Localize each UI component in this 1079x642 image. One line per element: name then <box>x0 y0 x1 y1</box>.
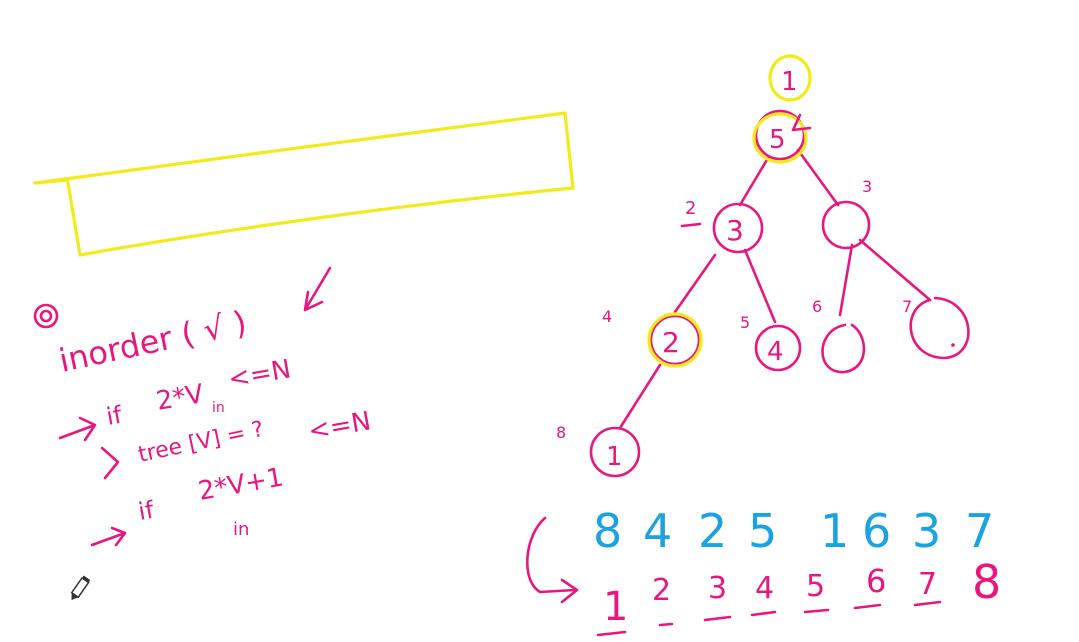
line1-in: in <box>212 400 225 416</box>
svg-text:4: 4 <box>767 337 784 367</box>
seq-bottom-2: 3 <box>708 571 727 606</box>
tree-index-3: 3 <box>862 177 872 196</box>
seq-top-0: 8 <box>593 504 622 558</box>
seq-top-1: 4 <box>643 504 672 558</box>
edge-3-7 <box>858 238 932 302</box>
tree-node-3[interactable] <box>821 200 871 250</box>
tree-index-2: 2 <box>685 198 696 219</box>
line1-expr: 2*V <box>154 379 206 417</box>
circled-one-icon <box>33 303 59 329</box>
seq-top-5: 6 <box>862 504 891 558</box>
tree-index-8: 8 <box>556 423 566 442</box>
seq-bottom-4: 5 <box>806 569 825 604</box>
tree-node-4[interactable]: 2 <box>647 312 703 368</box>
binary-tree: 1 5 3 3 2 <box>556 54 970 478</box>
tree-node-8[interactable]: 1 <box>589 426 641 478</box>
line3-expr: 2*V+1 <box>196 462 286 506</box>
tree-index-5: 5 <box>740 313 750 332</box>
line3-cmp: <=N <box>306 406 373 446</box>
line3-if: if <box>136 496 156 526</box>
chevron-right-icon <box>100 446 120 480</box>
index-sequence: 1 2 3 4 5 6 7 8 <box>596 555 1001 637</box>
line3-in: in <box>233 519 249 540</box>
seq-bottom-6: 7 <box>918 567 937 602</box>
edge-2-5 <box>743 248 777 324</box>
svg-text:5: 5 <box>769 125 786 155</box>
seq-bottom-1: 2 <box>652 573 671 608</box>
seq-bottom-5: 6 <box>866 562 886 600</box>
line1-if: if <box>104 401 124 431</box>
seq-top-2: 2 <box>698 504 727 558</box>
line1-cmp: <=N <box>226 354 293 394</box>
arrow-down-left-icon <box>303 266 332 312</box>
seq-bottom-0: 1 <box>603 584 628 630</box>
seq-bottom-3: 4 <box>755 571 774 606</box>
svg-text:3: 3 <box>726 214 744 247</box>
seq-top-4: 1 <box>820 504 849 558</box>
tree-index-4: 4 <box>602 307 612 326</box>
tree-node-2[interactable]: 3 <box>712 202 764 254</box>
edge-1-2 <box>738 156 770 207</box>
seq-bottom-7: 8 <box>972 555 1001 609</box>
arrow-right-icon-2 <box>90 526 127 547</box>
seq-top-7: 7 <box>965 504 994 558</box>
inorder-label: inorder ( √ ) <box>56 303 250 380</box>
underline-marks <box>596 600 942 637</box>
svg-text:1: 1 <box>606 442 623 472</box>
tree-index-7: 7 <box>902 297 912 316</box>
notes-section: inorder ( √ ) if 2*V <=N in tree [V] = ?… <box>33 266 373 547</box>
tree-node-1[interactable]: 5 <box>752 109 812 164</box>
seq-top-3: 5 <box>748 504 777 558</box>
node-arrow-icon <box>791 113 812 132</box>
inorder-sequence: 8 4 2 5 1 6 3 7 <box>593 504 994 558</box>
yellow-array-box <box>33 111 575 257</box>
edge-3-6 <box>838 243 854 317</box>
pencil-icon[interactable] <box>68 575 91 603</box>
edge-4-8 <box>618 363 662 430</box>
tree-node-5[interactable]: 4 <box>754 324 802 372</box>
tree-node-7[interactable] <box>909 296 970 360</box>
svg-text:1: 1 <box>781 67 798 97</box>
tree-root-marker: 1 <box>768 54 812 102</box>
arrow-right-icon <box>58 416 97 442</box>
bracket-arrow-icon <box>526 516 579 604</box>
edge-1-3 <box>796 148 840 207</box>
tree-node-6[interactable] <box>821 323 866 374</box>
tree-index-6: 6 <box>812 297 822 316</box>
svg-text:2: 2 <box>662 326 680 359</box>
line2-expr: tree [V] = ? <box>136 417 266 468</box>
edge-2-4 <box>673 253 717 314</box>
seq-top-6: 3 <box>912 504 941 558</box>
